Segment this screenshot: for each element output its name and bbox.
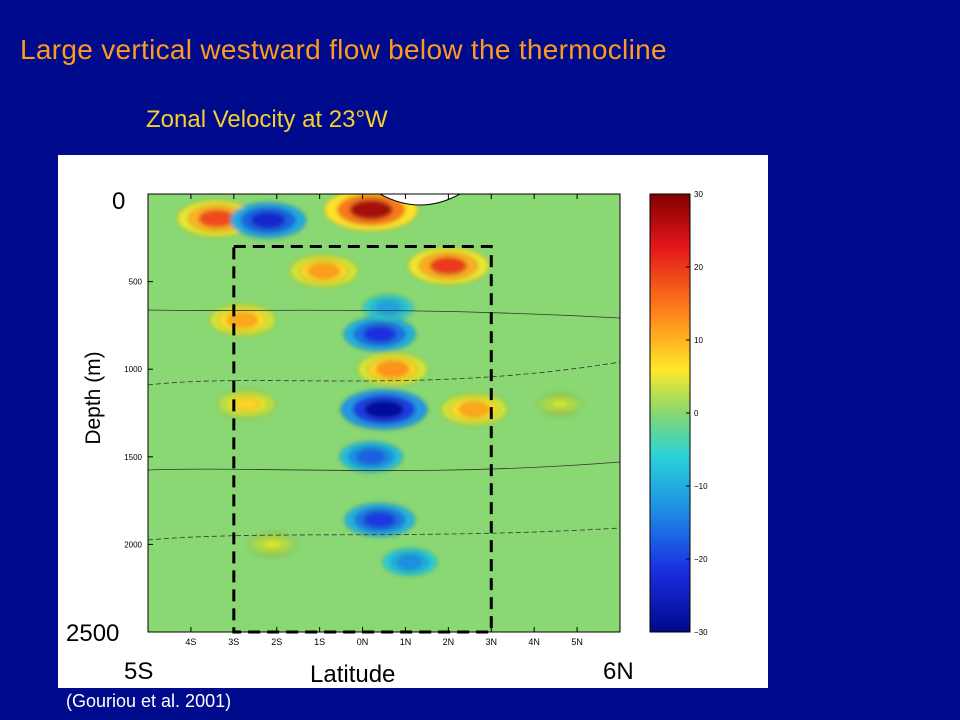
velocity-core xyxy=(349,200,393,220)
velocity-core xyxy=(376,301,400,314)
y-tick-label: 1000 xyxy=(124,365,142,374)
y-tick-label: 1500 xyxy=(124,453,142,462)
velocity-core xyxy=(364,400,404,419)
colorbar-tick-label: −10 xyxy=(694,482,708,491)
colorbar-tick-label: −20 xyxy=(694,555,708,564)
velocity-core xyxy=(308,263,340,279)
isopycnal-contour xyxy=(148,527,620,541)
x-tick-label: 0N xyxy=(357,637,369,647)
colorbar xyxy=(649,193,691,633)
velocity-core xyxy=(250,212,286,229)
x-tick-label: 5N xyxy=(571,637,583,647)
colorbar-tick-label: 30 xyxy=(694,190,703,199)
isopycnal-contour xyxy=(148,309,620,319)
velocity-core xyxy=(363,326,397,343)
velocity-core xyxy=(227,312,258,328)
citation: (Gouriou et al. 2001) xyxy=(66,691,232,711)
slide-title: Large vertical westward flow below the t… xyxy=(20,34,667,65)
velocity-core xyxy=(397,555,423,569)
x-tick-label: 4S xyxy=(185,637,196,647)
x-tick-label: 2S xyxy=(271,637,282,647)
colorbar-tick-label: 20 xyxy=(694,263,703,272)
velocity-core xyxy=(233,397,260,411)
topography-mask xyxy=(379,194,461,206)
isopycnal-contour xyxy=(148,461,620,471)
velocity-core xyxy=(198,209,235,228)
depth-top-label: 0 xyxy=(112,188,126,215)
y-tick-label: 2000 xyxy=(124,540,142,549)
chart-subtitle: Zonal Velocity at 23°W xyxy=(146,106,388,133)
velocity-core xyxy=(376,361,409,377)
x-tick-label: 3S xyxy=(228,637,239,647)
velocity-core xyxy=(363,512,396,528)
x-tick-label: 2N xyxy=(443,637,455,647)
highlight-box xyxy=(232,245,493,634)
colorbar-tick-label: 10 xyxy=(694,336,703,345)
x-tick-label: 1S xyxy=(314,637,325,647)
y-tick-label: 500 xyxy=(129,278,143,287)
colorbar-tick-label: −30 xyxy=(694,628,708,637)
velocity-core xyxy=(429,257,467,275)
x-tick-label: 4N xyxy=(528,637,540,647)
x-axis-label: Latitude xyxy=(310,661,396,688)
x-right-label: 6N xyxy=(603,658,634,685)
velocity-core xyxy=(356,449,386,464)
colorbar-tick-label: 0 xyxy=(694,409,699,418)
depth-bottom-label: 2500 xyxy=(66,620,120,647)
y-axis-label: Depth (m) xyxy=(82,351,105,445)
velocity-core xyxy=(458,402,490,417)
x-left-label: 5S xyxy=(124,658,154,685)
x-tick-label: 3N xyxy=(486,637,498,647)
x-tick-label: 1N xyxy=(400,637,412,647)
isopycnal-contour xyxy=(148,361,620,386)
velocity-core xyxy=(261,538,284,551)
velocity-core xyxy=(549,398,571,410)
